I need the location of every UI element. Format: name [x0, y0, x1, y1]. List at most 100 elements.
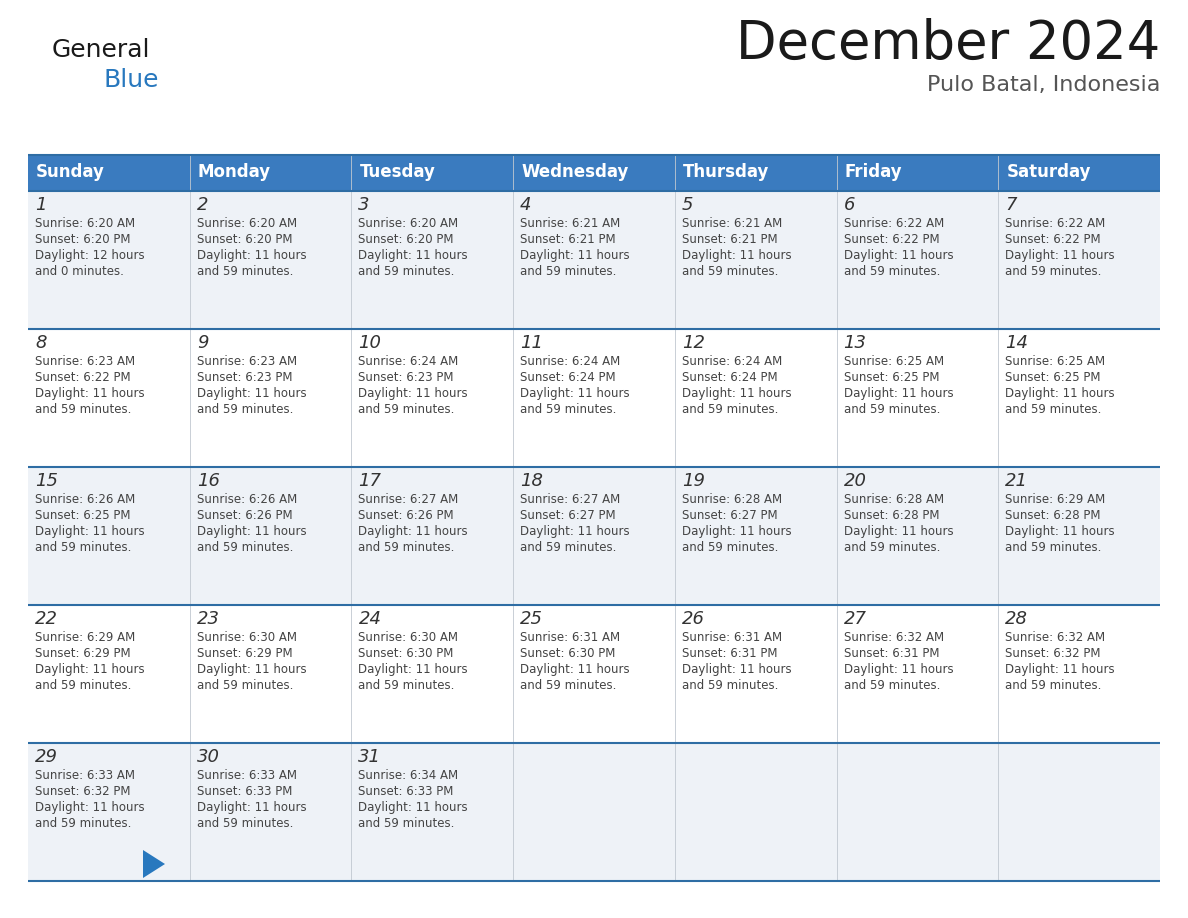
Bar: [675, 743, 836, 881]
Text: 29: 29: [34, 748, 58, 766]
Bar: [190, 467, 352, 605]
Text: and 59 minutes.: and 59 minutes.: [359, 403, 455, 416]
Text: Daylight: 11 hours: Daylight: 11 hours: [197, 249, 307, 262]
Text: Sunrise: 6:31 AM: Sunrise: 6:31 AM: [682, 631, 782, 644]
Text: Sunset: 6:33 PM: Sunset: 6:33 PM: [359, 785, 454, 798]
Bar: [513, 155, 675, 191]
Text: 21: 21: [1005, 472, 1029, 490]
Text: 4: 4: [520, 196, 532, 214]
Text: Daylight: 11 hours: Daylight: 11 hours: [843, 387, 953, 400]
Bar: [836, 155, 998, 191]
Text: Sunset: 6:25 PM: Sunset: 6:25 PM: [34, 509, 131, 522]
Bar: [352, 329, 513, 467]
Text: 26: 26: [682, 610, 704, 628]
Bar: [513, 605, 675, 743]
Text: and 59 minutes.: and 59 minutes.: [34, 679, 132, 692]
Text: Thursday: Thursday: [683, 163, 770, 181]
Text: Sunrise: 6:30 AM: Sunrise: 6:30 AM: [197, 631, 297, 644]
Text: Daylight: 11 hours: Daylight: 11 hours: [520, 663, 630, 676]
Text: Sunset: 6:24 PM: Sunset: 6:24 PM: [520, 371, 615, 384]
Bar: [836, 329, 998, 467]
Text: Sunrise: 6:30 AM: Sunrise: 6:30 AM: [359, 631, 459, 644]
Bar: [29, 191, 190, 329]
Text: Daylight: 11 hours: Daylight: 11 hours: [520, 387, 630, 400]
Bar: [190, 155, 352, 191]
Text: Monday: Monday: [197, 163, 271, 181]
Bar: [190, 191, 352, 329]
Text: Sunset: 6:22 PM: Sunset: 6:22 PM: [34, 371, 131, 384]
Text: Sunset: 6:22 PM: Sunset: 6:22 PM: [843, 233, 940, 246]
Text: Sunrise: 6:23 AM: Sunrise: 6:23 AM: [34, 355, 135, 368]
Text: Daylight: 11 hours: Daylight: 11 hours: [359, 801, 468, 814]
Text: 16: 16: [197, 472, 220, 490]
Bar: [352, 191, 513, 329]
Text: Sunrise: 6:23 AM: Sunrise: 6:23 AM: [197, 355, 297, 368]
Text: and 59 minutes.: and 59 minutes.: [843, 265, 940, 278]
Text: Daylight: 11 hours: Daylight: 11 hours: [843, 663, 953, 676]
Text: General: General: [52, 38, 151, 62]
Text: Sunset: 6:25 PM: Sunset: 6:25 PM: [1005, 371, 1101, 384]
Text: Sunrise: 6:22 AM: Sunrise: 6:22 AM: [843, 217, 943, 230]
Bar: [29, 467, 190, 605]
Text: Sunset: 6:32 PM: Sunset: 6:32 PM: [1005, 647, 1101, 660]
Text: Sunset: 6:30 PM: Sunset: 6:30 PM: [359, 647, 454, 660]
Text: Daylight: 11 hours: Daylight: 11 hours: [34, 525, 145, 538]
Text: Daylight: 11 hours: Daylight: 11 hours: [682, 663, 791, 676]
Text: and 59 minutes.: and 59 minutes.: [520, 541, 617, 554]
Text: Daylight: 11 hours: Daylight: 11 hours: [1005, 525, 1114, 538]
Text: and 59 minutes.: and 59 minutes.: [197, 403, 293, 416]
Text: 2: 2: [197, 196, 208, 214]
Text: Daylight: 11 hours: Daylight: 11 hours: [1005, 249, 1114, 262]
Text: Sunset: 6:21 PM: Sunset: 6:21 PM: [682, 233, 777, 246]
Bar: [190, 743, 352, 881]
Text: Sunset: 6:30 PM: Sunset: 6:30 PM: [520, 647, 615, 660]
Text: Sunset: 6:31 PM: Sunset: 6:31 PM: [682, 647, 777, 660]
Text: and 59 minutes.: and 59 minutes.: [520, 265, 617, 278]
Text: and 59 minutes.: and 59 minutes.: [359, 265, 455, 278]
Text: and 59 minutes.: and 59 minutes.: [520, 403, 617, 416]
Text: Sunset: 6:26 PM: Sunset: 6:26 PM: [197, 509, 292, 522]
Bar: [836, 743, 998, 881]
Bar: [675, 155, 836, 191]
Text: Sunrise: 6:29 AM: Sunrise: 6:29 AM: [1005, 493, 1106, 506]
Bar: [352, 467, 513, 605]
Text: Sunset: 6:31 PM: Sunset: 6:31 PM: [843, 647, 939, 660]
Text: Sunset: 6:20 PM: Sunset: 6:20 PM: [359, 233, 454, 246]
Text: Daylight: 11 hours: Daylight: 11 hours: [359, 249, 468, 262]
Text: 12: 12: [682, 334, 704, 352]
Text: Daylight: 11 hours: Daylight: 11 hours: [197, 387, 307, 400]
Text: Daylight: 11 hours: Daylight: 11 hours: [682, 249, 791, 262]
Text: and 59 minutes.: and 59 minutes.: [1005, 541, 1101, 554]
Text: Daylight: 11 hours: Daylight: 11 hours: [1005, 663, 1114, 676]
Text: Sunset: 6:27 PM: Sunset: 6:27 PM: [520, 509, 615, 522]
Text: Sunrise: 6:27 AM: Sunrise: 6:27 AM: [359, 493, 459, 506]
Bar: [675, 329, 836, 467]
Text: Sunset: 6:20 PM: Sunset: 6:20 PM: [197, 233, 292, 246]
Text: Sunrise: 6:32 AM: Sunrise: 6:32 AM: [1005, 631, 1105, 644]
Bar: [836, 605, 998, 743]
Text: Sunset: 6:26 PM: Sunset: 6:26 PM: [359, 509, 454, 522]
Text: Sunset: 6:21 PM: Sunset: 6:21 PM: [520, 233, 615, 246]
Text: 11: 11: [520, 334, 543, 352]
Text: Daylight: 11 hours: Daylight: 11 hours: [843, 525, 953, 538]
Text: 5: 5: [682, 196, 694, 214]
Text: Friday: Friday: [845, 163, 902, 181]
Text: 30: 30: [197, 748, 220, 766]
Text: December 2024: December 2024: [735, 18, 1159, 70]
Text: Daylight: 11 hours: Daylight: 11 hours: [197, 525, 307, 538]
Text: Sunset: 6:32 PM: Sunset: 6:32 PM: [34, 785, 131, 798]
Text: 19: 19: [682, 472, 704, 490]
Text: Sunrise: 6:20 AM: Sunrise: 6:20 AM: [197, 217, 297, 230]
Text: 28: 28: [1005, 610, 1029, 628]
Text: and 59 minutes.: and 59 minutes.: [359, 679, 455, 692]
Text: and 59 minutes.: and 59 minutes.: [197, 679, 293, 692]
Text: 9: 9: [197, 334, 208, 352]
Text: and 59 minutes.: and 59 minutes.: [520, 679, 617, 692]
Text: and 59 minutes.: and 59 minutes.: [843, 541, 940, 554]
Text: Daylight: 11 hours: Daylight: 11 hours: [359, 525, 468, 538]
Bar: [513, 329, 675, 467]
Text: 14: 14: [1005, 334, 1029, 352]
Text: Daylight: 11 hours: Daylight: 11 hours: [197, 663, 307, 676]
Text: Daylight: 11 hours: Daylight: 11 hours: [359, 663, 468, 676]
Text: Sunset: 6:23 PM: Sunset: 6:23 PM: [197, 371, 292, 384]
